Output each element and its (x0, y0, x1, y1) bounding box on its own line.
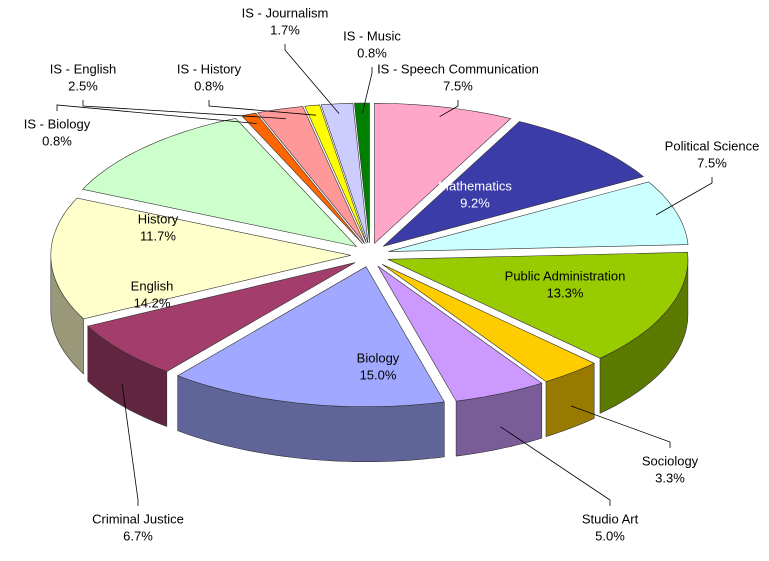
slice (377, 265, 543, 402)
slice (382, 121, 645, 247)
slice-value-label: 0.8% (42, 133, 72, 148)
slice-value-label: 2.5% (68, 78, 98, 93)
slice-value-label: 3.3% (655, 470, 685, 485)
slice (381, 264, 595, 382)
slice (304, 104, 367, 244)
slice (374, 102, 512, 244)
leader-line (500, 426, 611, 506)
slice-value-label: 7.5% (697, 155, 727, 170)
slice-value-label: 6.7% (123, 528, 153, 543)
slice-label: Political Science (665, 138, 760, 153)
slice-label: IS - History (177, 61, 242, 76)
slice (87, 262, 356, 372)
leader-line (56, 104, 257, 124)
slice-label: History (138, 211, 179, 226)
slice-value-label: 0.8% (357, 45, 387, 60)
slice-label: IS - English (50, 61, 116, 76)
slice-label: Criminal Justice (92, 511, 184, 526)
leader-line (82, 100, 286, 119)
slice-value-label: 9.2% (460, 195, 490, 210)
slice (388, 181, 689, 252)
leader-line (439, 100, 459, 118)
slice (176, 266, 445, 407)
slice-value-label: 5.0% (595, 528, 625, 543)
leader-line (208, 100, 317, 116)
slice-label: Studio Art (582, 511, 639, 526)
slice-label: IS - Speech Communication (377, 61, 539, 76)
leader-line (655, 177, 713, 216)
slice-label: IS - Journalism (242, 5, 329, 20)
slice-value-label: 14.2% (134, 295, 171, 310)
slice-label: IS - Biology (24, 116, 91, 131)
slice (257, 106, 365, 244)
slice-label: Biology (357, 350, 400, 365)
slice (82, 118, 358, 247)
slice-label: Sociology (642, 453, 699, 468)
slice-label: English (131, 278, 174, 293)
slice (241, 112, 363, 245)
leader-line (284, 44, 340, 114)
slice (354, 102, 370, 244)
slice-value-label: 15.0% (360, 367, 397, 382)
leader-line (570, 405, 671, 448)
slice-label: IS - Music (343, 28, 401, 43)
slice-label: Mathematics (438, 178, 512, 193)
slice-value-label: 7.5% (443, 78, 473, 93)
leader-line (362, 67, 373, 113)
slice-value-label: 13.3% (547, 285, 584, 300)
slice-value-label: 11.7% (140, 228, 176, 243)
slice-label: Public Administration (505, 268, 626, 283)
slice (320, 102, 369, 244)
slice-value-label: 1.7% (270, 22, 300, 37)
slice-value-label: 0.8% (194, 78, 224, 93)
slice (387, 251, 689, 359)
leader-line (121, 383, 139, 506)
slice (50, 197, 351, 320)
